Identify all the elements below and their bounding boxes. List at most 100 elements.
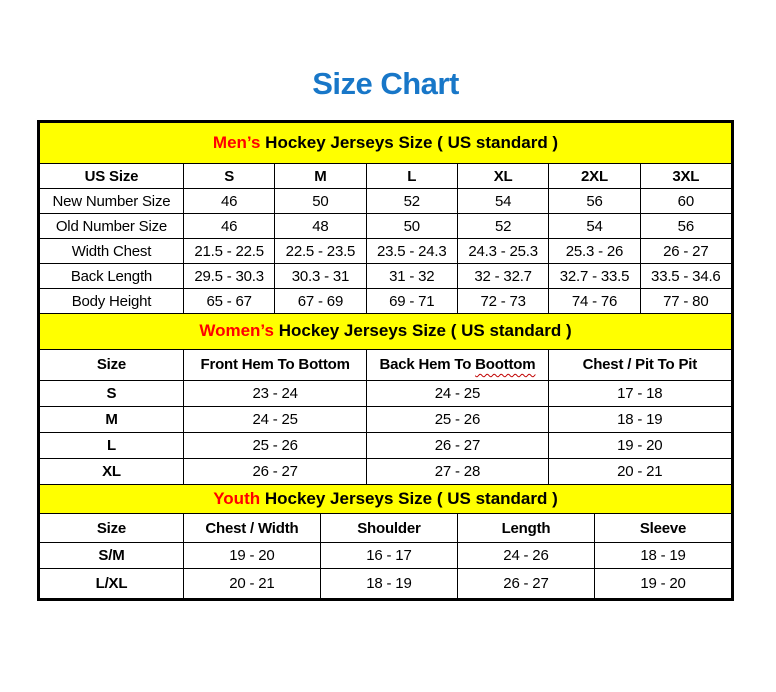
mens-section-header: Men’s Hockey Jerseys Size ( US standard … <box>39 122 732 164</box>
table-cell: 23 - 24 <box>182 379 368 407</box>
youth-col-shoulder: Shoulder <box>319 513 458 543</box>
row-label: L <box>39 431 184 459</box>
youth-size-table: Youth Hockey Jerseys Size ( US standard … <box>39 484 733 599</box>
table-cell: 26 - 27 <box>182 457 368 485</box>
womens-section-header: Women’s Hockey Jerseys Size ( US standar… <box>39 314 732 350</box>
row-label: Back Length <box>39 263 184 289</box>
table-cell: 56 <box>548 188 641 214</box>
table-row: Body Height 65 - 67 67 - 69 69 - 71 72 -… <box>39 288 733 314</box>
table-row: Width Chest 21.5 - 22.5 22.5 - 23.5 23.5… <box>39 238 733 264</box>
womens-col-size: Size <box>39 348 184 381</box>
table-cell: 20 - 21 <box>182 568 321 599</box>
table-cell: 16 - 17 <box>319 542 458 569</box>
row-label: XL <box>39 457 184 485</box>
table-cell: 19 - 20 <box>182 542 321 569</box>
womens-header-text: Hockey Jerseys Size ( US standard ) <box>273 321 572 341</box>
table-cell: 46 <box>182 188 276 214</box>
row-label: Old Number Size <box>39 213 184 239</box>
mens-header-text: Hockey Jerseys Size ( US standard ) <box>260 133 559 152</box>
table-cell: 24 - 25 <box>182 405 368 433</box>
mens-col-m: M <box>274 163 367 189</box>
table-cell: 26 - 27 <box>456 568 595 599</box>
row-label: S <box>39 379 184 407</box>
row-label: L/XL <box>39 568 184 599</box>
table-cell: 32 - 32.7 <box>456 263 550 289</box>
table-cell: 54 <box>456 188 550 214</box>
table-cell: 18 - 19 <box>593 542 733 569</box>
youth-header-row: Size Chest / Width Shoulder Length Sleev… <box>39 513 733 543</box>
mens-col-l: L <box>365 163 458 189</box>
table-cell: 30.3 - 31 <box>274 263 367 289</box>
table-row: Back Length 29.5 - 30.3 30.3 - 31 31 - 3… <box>39 263 733 289</box>
table-cell: 19 - 20 <box>547 431 733 459</box>
youth-section-header: Youth Hockey Jerseys Size ( US standard … <box>39 484 732 514</box>
table-cell: 50 <box>365 213 458 239</box>
womens-col-front-hem: Front Hem To Bottom <box>182 348 368 381</box>
womens-highlight: Women’s <box>199 321 274 341</box>
table-cell: 26 - 27 <box>366 431 549 459</box>
table-cell: 29.5 - 30.3 <box>182 263 276 289</box>
mens-col-2xl: 2XL <box>548 163 641 189</box>
mens-highlight: Men’s <box>212 133 261 152</box>
table-cell: 77 - 80 <box>639 288 733 314</box>
table-cell: 19 - 20 <box>593 568 733 599</box>
page-title: Size Chart <box>312 66 459 101</box>
back-hem-text: Back Hem To <box>379 356 476 373</box>
youth-col-size: Size <box>39 513 184 543</box>
womens-col-chest: Chest / Pit To Pit <box>547 348 733 381</box>
table-cell: 26 - 27 <box>639 238 733 264</box>
table-cell: 32.7 - 33.5 <box>548 263 641 289</box>
row-label: S/M <box>39 542 184 569</box>
table-cell: 22.5 - 23.5 <box>274 238 367 264</box>
table-cell: 56 <box>639 213 733 239</box>
mens-col-3xl: 3XL <box>639 163 733 189</box>
mens-size-table: Men’s Hockey Jerseys Size ( US standard … <box>39 122 733 314</box>
table-cell: 24 - 25 <box>366 379 549 407</box>
womens-band-row: Women’s Hockey Jerseys Size ( US standar… <box>39 314 732 350</box>
table-row: S/M 19 - 20 16 - 17 24 - 26 18 - 19 <box>39 542 733 569</box>
table-cell: 67 - 69 <box>274 288 367 314</box>
womens-col-back-hem: Back Hem To Boottom <box>366 348 549 381</box>
youth-band-row: Youth Hockey Jerseys Size ( US standard … <box>39 484 732 514</box>
womens-header-row: Size Front Hem To Bottom Back Hem To Boo… <box>39 348 733 381</box>
misspelled-word: Boottom <box>475 356 536 373</box>
table-cell: 25 - 26 <box>366 405 549 433</box>
table-cell: 48 <box>274 213 367 239</box>
table-cell: 31 - 32 <box>365 263 458 289</box>
row-label: M <box>39 405 184 433</box>
table-row: Old Number Size 46 48 50 52 54 56 <box>39 213 733 239</box>
table-row: L 25 - 26 26 - 27 19 - 20 <box>39 431 733 459</box>
table-cell: 24.3 - 25.3 <box>456 238 550 264</box>
table-row: L/XL 20 - 21 18 - 19 26 - 27 19 - 20 <box>39 568 733 599</box>
table-row: New Number Size 46 50 52 54 56 60 <box>39 188 733 214</box>
table-cell: 25 - 26 <box>182 431 368 459</box>
table-cell: 74 - 76 <box>548 288 641 314</box>
table-row: XL 26 - 27 27 - 28 20 - 21 <box>39 457 733 485</box>
table-cell: 52 <box>365 188 458 214</box>
table-cell: 33.5 - 34.6 <box>639 263 733 289</box>
table-cell: 25.3 - 26 <box>548 238 641 264</box>
mens-header-row: US Size S M L XL 2XL 3XL <box>39 163 733 189</box>
table-row: S 23 - 24 24 - 25 17 - 18 <box>39 379 733 407</box>
womens-size-table: Women’s Hockey Jerseys Size ( US standar… <box>39 314 733 485</box>
table-cell: 52 <box>456 213 550 239</box>
mens-col-us-size: US Size <box>39 163 184 189</box>
table-cell: 24 - 26 <box>456 542 595 569</box>
table-cell: 65 - 67 <box>182 288 276 314</box>
mens-band-row: Men’s Hockey Jerseys Size ( US standard … <box>39 122 732 164</box>
row-label: New Number Size <box>39 188 184 214</box>
table-cell: 23.5 - 24.3 <box>365 238 458 264</box>
table-cell: 21.5 - 22.5 <box>182 238 276 264</box>
table-cell: 27 - 28 <box>366 457 549 485</box>
table-cell: 46 <box>182 213 276 239</box>
mens-col-xl: XL <box>456 163 550 189</box>
youth-col-length: Length <box>456 513 595 543</box>
youth-highlight: Youth <box>213 488 261 508</box>
table-cell: 18 - 19 <box>547 405 733 433</box>
table-cell: 60 <box>639 188 733 214</box>
row-label: Body Height <box>39 288 184 314</box>
size-chart: Men’s Hockey Jerseys Size ( US standard … <box>37 120 734 601</box>
table-cell: 72 - 73 <box>456 288 550 314</box>
row-label: Width Chest <box>39 238 184 264</box>
table-cell: 50 <box>274 188 367 214</box>
